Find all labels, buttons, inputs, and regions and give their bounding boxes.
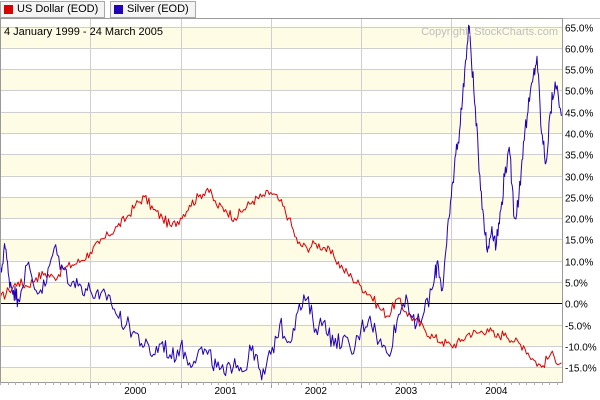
x-axis: 2000 2001 2002 2003 2004 [0,382,562,397]
x-tick-label: 2000 [124,386,147,397]
value-band [0,69,562,91]
y-tick-label: -5.0% [565,322,591,333]
value-bands [0,18,562,382]
x-tick-label: 2003 [395,386,418,397]
series-line-silver [0,24,562,381]
value-band [0,218,562,240]
legend-swatch [114,5,123,14]
series-layer [0,24,562,381]
y-tick-label: -15.0% [565,364,597,375]
series-line-us-dollar [0,187,562,368]
value-band [0,26,562,48]
value-band [0,345,562,368]
x-tick-label: 2004 [485,386,508,397]
value-band [0,47,562,70]
x-tick-label: 2002 [305,386,328,397]
y-tick-label: 0.0% [565,300,588,311]
y-tick-label: 65.0% [565,24,593,35]
chart: 4 January 1999 - 24 March 2005 Copyright… [0,18,597,397]
value-band [0,367,562,382]
y-tick-label: 45.0% [565,109,593,120]
value-band [0,154,562,176]
value-band [0,239,562,261]
y-tick-label: 60.0% [565,45,593,56]
y-tick-label: 55.0% [565,66,593,77]
value-band [0,260,562,282]
legend-bar: US Dollar (EOD) Silver (EOD) [0,0,600,19]
chart-title: 4 January 1999 - 24 March 2005 [4,26,163,38]
x-tick-label: 2001 [215,386,238,397]
y-tick-label: 35.0% [565,151,593,162]
y-axis-labels: 65.0% 60.0% 55.0% 50.0% 45.0% 40.0% 35.0% 30.0%… [565,24,597,375]
value-band [0,175,562,197]
value-band [0,281,562,304]
y-tick-label: 40.0% [565,130,593,141]
vertical-gridlines [90,18,452,382]
y-tick-label: 50.0% [565,87,593,98]
legend-swatch [4,5,13,14]
y-tick-label: 10.0% [565,258,593,269]
watermark: Copyright, StockCharts.com [421,26,558,38]
y-tick-label: 5.0% [565,279,588,290]
value-band [0,324,562,346]
legend-item-0[interactable]: US Dollar (EOD) [0,1,106,18]
y-tick-label: -10.0% [565,343,597,354]
y-tick-label: 25.0% [565,194,593,205]
value-band [0,18,562,27]
y-tick-label: 15.0% [565,236,593,247]
legend-label: US Dollar (EOD) [17,3,99,15]
value-band [0,111,562,133]
value-band [0,90,562,112]
y-tick-label: 30.0% [565,173,593,184]
legend-label: Silver (EOD) [127,3,189,15]
legend-item-1[interactable]: Silver (EOD) [110,1,196,18]
value-band [0,132,562,155]
y-tick-label: 20.0% [565,215,593,226]
